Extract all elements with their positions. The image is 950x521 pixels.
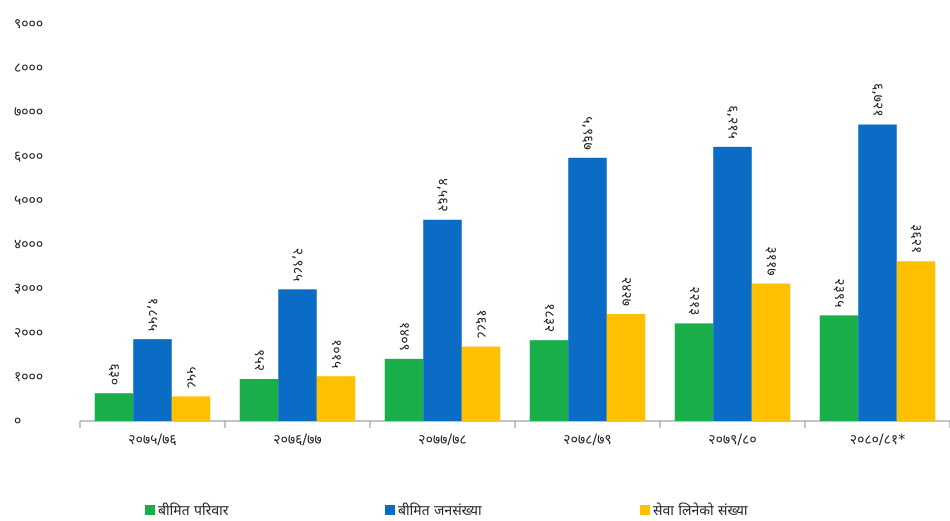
y-tick-label: ६००० [14,148,43,164]
value-label: ५,९६७ [580,116,596,150]
value-label: २२१३ [686,286,702,315]
bar [94,393,134,421]
value-label: ३११७ [763,246,779,275]
x-tick-label: २०७५/७६ [128,432,176,448]
x-tick-label: २०७९/८० [708,432,756,448]
bar [751,283,791,421]
value-label: २,९८५ [290,248,306,282]
value-label: २३९५ [831,278,847,307]
value-label: १८३२ [541,303,557,332]
y-tick-label: ३००० [14,281,43,297]
legend-label: बीमित जनसंख्या [398,502,482,519]
x-tick-label: २०८०/८१* [850,432,905,448]
bar [896,261,936,421]
bar [423,219,462,421]
y-tick-label: ७००० [14,104,43,120]
y-tick-label: ० [14,413,21,429]
value-label: ९५२ [251,349,267,371]
value-label: ४,५६२ [435,178,451,212]
value-label: १०१५ [328,339,344,368]
bar [278,289,317,421]
bar [461,346,501,421]
bar [239,379,279,421]
legend-label: सेवा लिनेको संख्या [653,502,748,519]
legend-swatch [640,505,650,515]
value-label: ६,२१५ [725,105,741,139]
value-label: ६३० [106,363,122,385]
bar [819,315,859,421]
y-tick-label: ८००० [14,60,43,76]
value-label: १४०९ [396,322,412,351]
value-label: ६,७२१ [870,83,886,117]
y-tick-label: ४००० [14,237,43,253]
bar [133,339,172,421]
bar [316,376,356,421]
bar [529,340,569,421]
bar [568,157,607,421]
legend-swatch [385,505,395,515]
x-tick-label: २०७६/७७ [273,432,321,448]
x-tick-label: २०७८/७९ [563,432,611,448]
legend-swatch [145,505,155,515]
bar [606,313,646,421]
y-tick-label: २००० [14,325,43,341]
bar [171,396,211,421]
bar [858,124,897,421]
value-label: ५५८ [183,367,199,389]
bar [674,323,714,421]
x-tick-label: २०७७/७८ [418,432,466,448]
bar [384,358,424,421]
value-label: ३६२१ [908,224,924,253]
y-tick-label: १००० [14,369,43,385]
bar [713,146,752,422]
y-tick-label: ५००० [14,192,43,208]
value-label: १६८८ [473,309,489,338]
value-label: १,८५५ [145,298,161,332]
legend-label: बीमित परिवार [158,502,229,519]
y-tick-label: ९००० [14,16,43,32]
value-label: २४२७ [618,277,634,306]
